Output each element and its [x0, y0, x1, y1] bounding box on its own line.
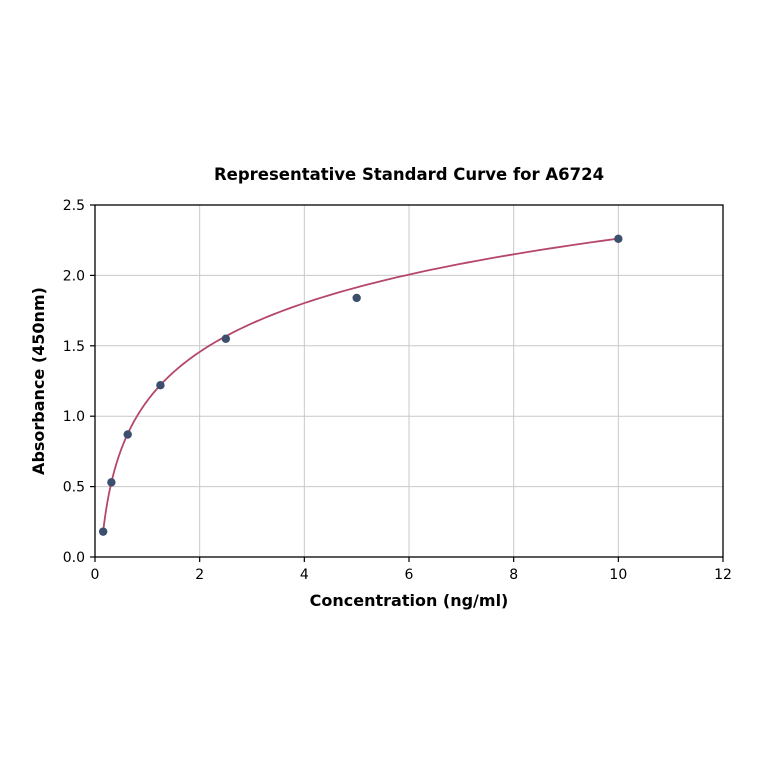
y-axis-label: Absorbance (450nm): [29, 287, 48, 475]
grid-lines: [94, 204, 724, 558]
x-tick-label: 8: [509, 567, 518, 583]
data-point: [123, 430, 132, 439]
x-tick-label: 0: [91, 567, 100, 583]
data-point: [221, 334, 231, 343]
data-point: [156, 381, 165, 390]
y-tick-label: 2.0: [63, 268, 85, 284]
axis-ticks: 0 2 4 6 8 10 12 0.0 0.5 1.0 1.5 2.0 2.5: [63, 198, 732, 583]
data-points: [98, 234, 623, 536]
data-point: [98, 527, 108, 536]
y-tick-label: 1.0: [63, 409, 85, 425]
plot-layers: 0 2 4 6 8 10 12 0.0 0.5 1.0 1.5 2.0 2.5: [63, 198, 732, 583]
x-tick-label: 12: [714, 567, 732, 583]
x-tick-label: 6: [405, 567, 414, 583]
x-tick-label: 4: [300, 567, 309, 583]
y-tick-label: 0.0: [63, 550, 85, 566]
data-point: [614, 234, 623, 243]
x-axis-label: Concentration (ng/ml): [310, 591, 509, 610]
x-tick-label: 2: [195, 567, 204, 583]
y-tick-label: 0.5: [63, 480, 85, 496]
y-tick-label: 2.5: [63, 198, 85, 214]
chart-title: Representative Standard Curve for A6724: [214, 165, 604, 184]
data-point: [107, 478, 116, 487]
data-point: [352, 293, 361, 303]
y-tick-label: 1.5: [63, 339, 85, 355]
fit-curve-line: [102, 237, 619, 532]
x-tick-label: 10: [609, 567, 627, 583]
